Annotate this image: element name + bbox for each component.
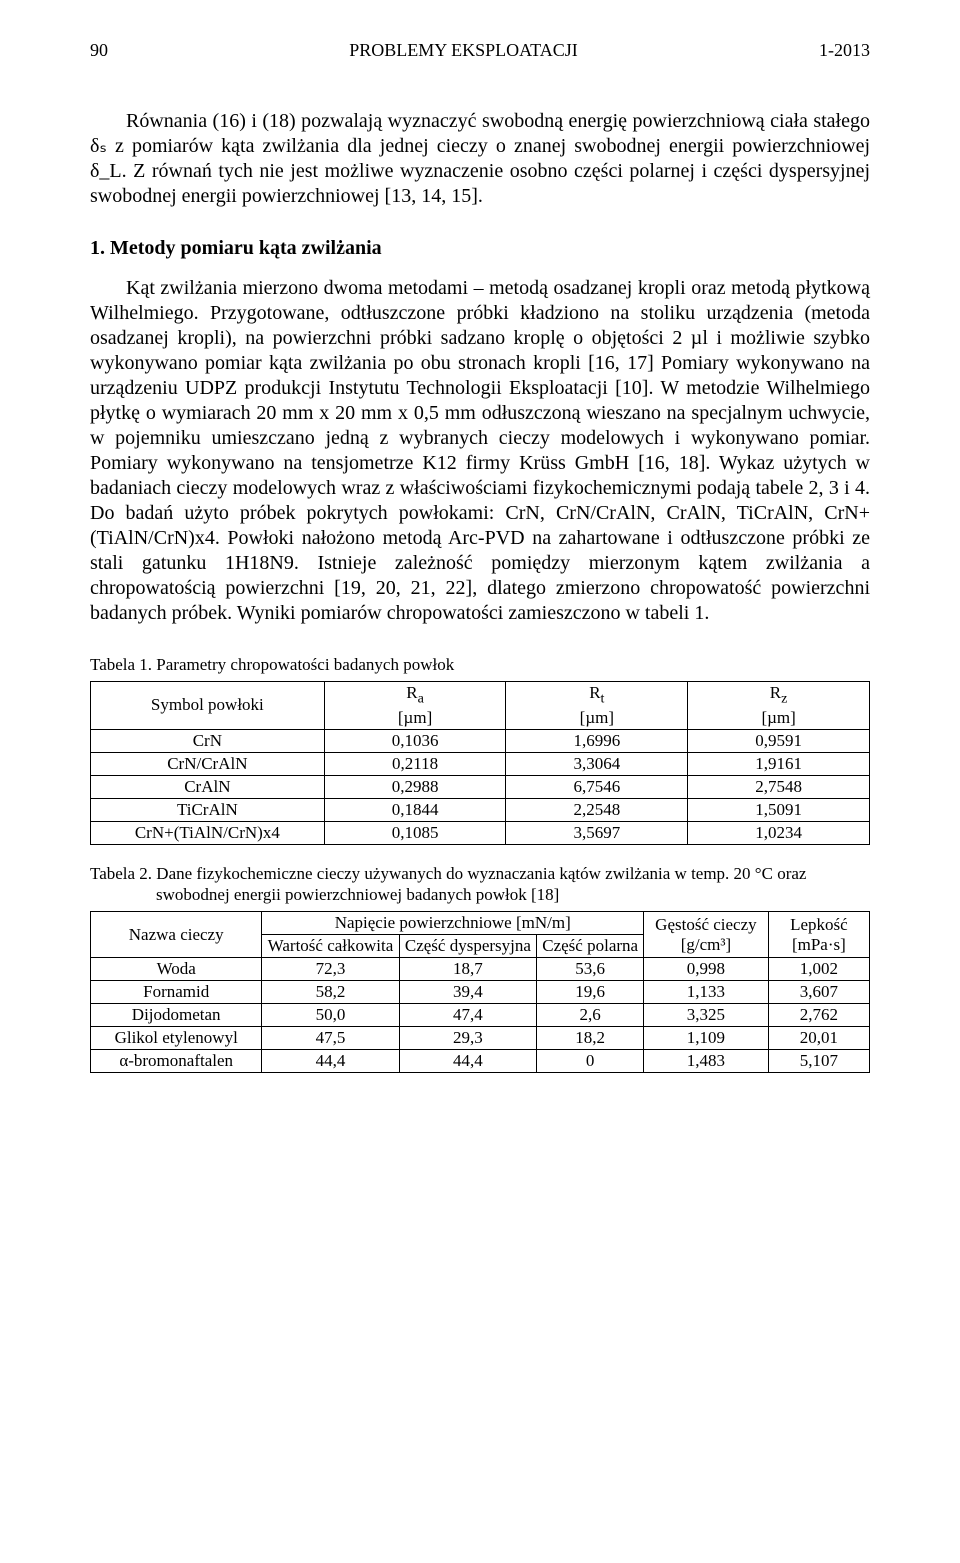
table2-density-header: Gęstość cieczy [g/cm³]: [644, 912, 769, 958]
table1-col-rt: Rt [µm]: [506, 682, 688, 729]
table-row: Woda 72,3 18,7 53,6 0,998 1,002: [91, 958, 870, 981]
table-row: TiCrAlN 0,1844 2,2548 1,5091: [91, 798, 870, 821]
table2-sub1: Wartość całkowita: [262, 935, 399, 958]
table2-tension-header: Napięcie powierzchniowe [mN/m]: [262, 912, 644, 935]
issue: 1-2013: [819, 40, 870, 61]
table-row: CrN+(TiAlN/CrN)x4 0,1085 3,5697 1,0234: [91, 821, 870, 844]
table1: Symbol powłoki Ra [µm] Rt [µm] Rz [µm] C…: [90, 681, 870, 844]
table1-col1-header: Symbol powłoki: [91, 682, 325, 729]
page-header: 90 PROBLEMY EKSPLOATACJI 1-2013: [90, 40, 870, 61]
main-text: Kąt zwilżania mierzono dwoma metodami – …: [90, 277, 870, 624]
table2-name-header: Nazwa cieczy: [91, 912, 262, 958]
table-row: Glikol etylenowyl 47,5 29,3 18,2 1,109 2…: [91, 1027, 870, 1050]
table-row: Fornamid 58,2 39,4 19,6 1,133 3,607: [91, 981, 870, 1004]
table2-sub2: Część dyspersyjna: [399, 935, 537, 958]
table1-col-rz: Rz [µm]: [688, 682, 870, 729]
table-row: Dijodometan 50,0 47,4 2,6 3,325 2,762: [91, 1004, 870, 1027]
table2: Nazwa cieczy Napięcie powierzchniowe [mN…: [90, 911, 870, 1073]
table1-caption: Tabela 1. Parametry chropowatości badany…: [90, 654, 870, 675]
table1-col-ra: Ra [µm]: [324, 682, 506, 729]
table-row: CrN/CrAlN 0,2118 3,3064 1,9161: [91, 752, 870, 775]
page-number: 90: [90, 40, 108, 61]
table-row: CrAlN 0,2988 6,7546 2,7548: [91, 775, 870, 798]
table-row: CrN 0,1036 1,6996 0,9591: [91, 729, 870, 752]
table2-caption: Tabela 2. Dane fizykochemiczne cieczy uż…: [90, 863, 870, 906]
section-title: 1. Metody pomiaru kąta zwilżania: [90, 237, 870, 260]
intro-text: Równania (16) i (18) pozwalają wyznaczyć…: [90, 110, 870, 207]
table-row: α-bromonaftalen 44,4 44,4 0 1,483 5,107: [91, 1050, 870, 1073]
intro-paragraph: Równania (16) i (18) pozwalają wyznaczyć…: [90, 109, 870, 209]
table2-sub3: Część polarna: [537, 935, 644, 958]
journal-title: PROBLEMY EKSPLOATACJI: [349, 40, 577, 61]
main-paragraph: Kąt zwilżania mierzono dwoma metodami – …: [90, 276, 870, 626]
table2-visc-header: Lepkość [mPa·s]: [768, 912, 869, 958]
